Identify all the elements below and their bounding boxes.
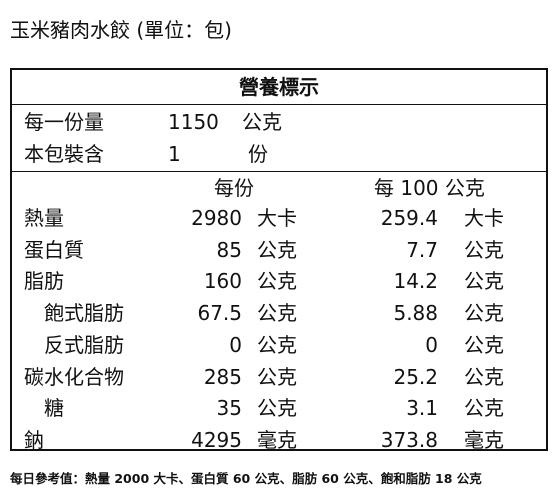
nutrient-name: 蛋白質: [24, 238, 84, 262]
per-serving-unit: 公克: [257, 365, 297, 389]
per-100g-unit: 公克: [464, 333, 504, 357]
per-100g-unit: 公克: [464, 301, 504, 325]
per-serving-unit: 大卡: [257, 206, 297, 230]
nutrient-name: 反式脂肪: [44, 333, 124, 357]
per-serving-unit: 公克: [257, 333, 297, 357]
daily-reference-note: 每日參考值：熱量 2000 大卡、蛋白質 60 公克、脂肪 60 公克、飽和脂肪…: [10, 471, 482, 486]
panel-heading: 營養標示: [12, 70, 546, 105]
per-serving-unit: 公克: [257, 301, 297, 325]
per-serving-value: 285: [203, 365, 242, 389]
serving-size-label: 每一份量: [24, 110, 104, 134]
per-serving-value: 85: [216, 238, 242, 262]
per-100g-unit: 公克: [464, 365, 504, 389]
column-header-per-serving: 每份: [214, 176, 254, 200]
per-100g-value: 5.88: [393, 301, 438, 325]
serving-size-value: 1150: [168, 110, 219, 134]
section-divider: [12, 171, 546, 172]
product-title: 玉米豬肉水餃 (單位：包): [10, 18, 232, 42]
per-100g-value: 3.1: [406, 396, 438, 420]
nutrient-name: 糖: [44, 396, 64, 420]
per-100g-value: 14.2: [393, 269, 438, 293]
per-100g-unit: 公克: [464, 269, 504, 293]
per-serving-unit: 毫克: [257, 428, 297, 452]
per-100g-unit: 大卡: [464, 206, 504, 230]
column-header-per-100g: 每 100 公克: [374, 176, 485, 200]
per-100g-value: 259.4: [380, 206, 438, 230]
serving-size-unit: 公克: [242, 110, 282, 134]
per-100g-value: 25.2: [393, 365, 438, 389]
nutrient-name: 鈉: [24, 428, 44, 452]
per-100g-unit: 公克: [464, 396, 504, 420]
nutrient-name: 碳水化合物: [24, 365, 124, 389]
per-serving-unit: 公克: [257, 238, 297, 262]
serving-count-value: 1: [168, 142, 181, 166]
nutrient-name: 脂肪: [24, 269, 64, 293]
per-100g-value: 373.8: [380, 428, 438, 452]
per-serving-value: 160: [203, 269, 242, 293]
serving-count-label: 本包裝含: [24, 142, 104, 166]
per-serving-unit: 公克: [257, 269, 297, 293]
nutrient-name: 熱量: [24, 206, 64, 230]
per-serving-value: 4295: [191, 428, 242, 452]
nutrition-panel: 營養標示 每一份量 1150 公克 本包裝含 1 份 每份 每 100 公克 熱…: [10, 68, 548, 452]
per-serving-value: 2980: [191, 206, 242, 230]
per-100g-unit: 毫克: [464, 428, 504, 452]
per-100g-unit: 公克: [464, 238, 504, 262]
nutrient-name: 飽式脂肪: [44, 301, 124, 325]
per-serving-value: 0: [229, 333, 242, 357]
per-serving-value: 67.5: [197, 301, 242, 325]
per-100g-value: 7.7: [406, 238, 438, 262]
per-100g-value: 0: [425, 333, 438, 357]
per-serving-unit: 公克: [257, 396, 297, 420]
per-serving-value: 35: [216, 396, 242, 420]
serving-count-unit: 份: [248, 142, 268, 166]
